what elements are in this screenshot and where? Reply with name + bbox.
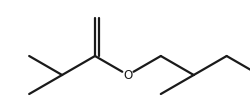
Text: O: O — [123, 69, 132, 82]
